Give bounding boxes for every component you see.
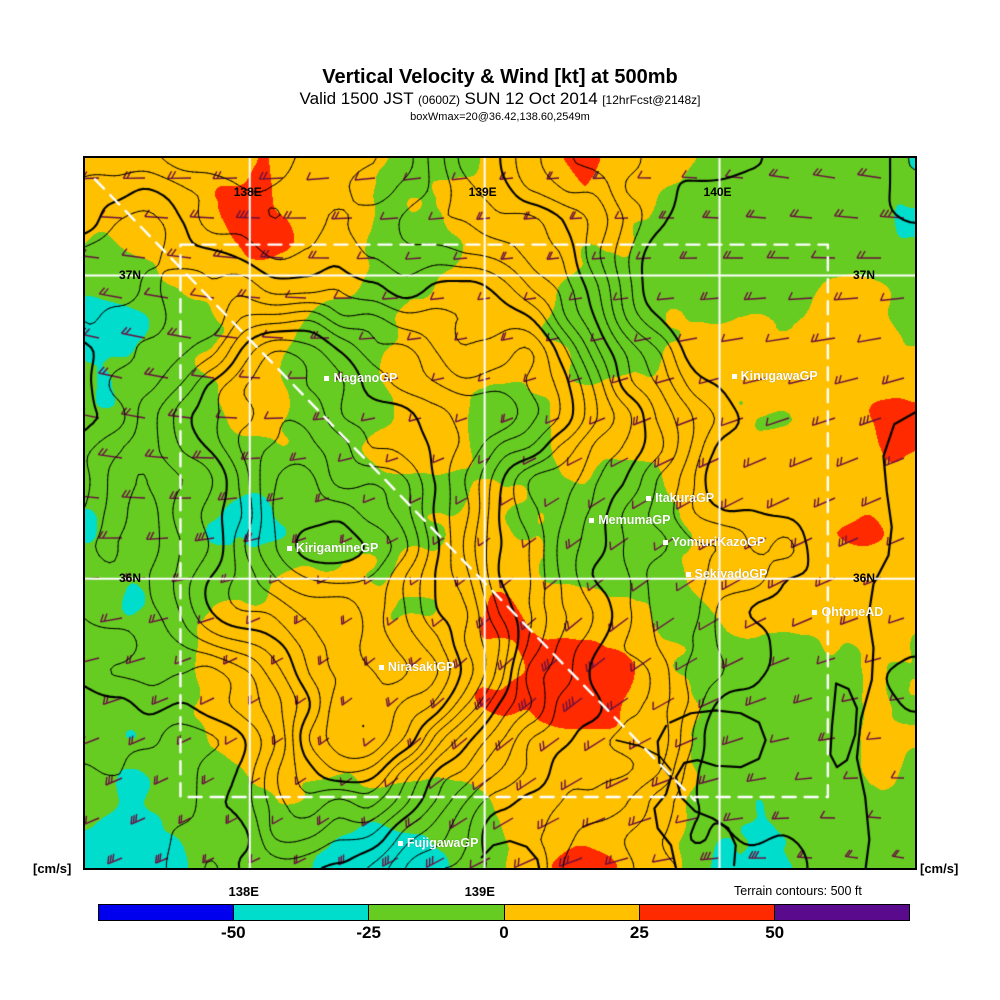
forecast-info-text: [12hrFcst@2148z]: [602, 93, 701, 107]
top-lon-label-140E: 140E: [703, 185, 732, 199]
station-label: YomiuriKazoGP: [671, 535, 766, 550]
station-marker-FujigawaGP[interactable]: FujigawaGP: [397, 835, 479, 850]
right-lat-label-36N: 36N: [853, 570, 876, 585]
station-label: FujigawaGP: [406, 835, 479, 850]
station-marker-NaganoGP[interactable]: NaganoGP: [324, 370, 398, 385]
left-lat-label-36N: 36N: [119, 570, 142, 585]
station-marker-KinugawaGP[interactable]: KinugawaGP: [731, 369, 818, 384]
station-dot-icon: [662, 540, 668, 546]
station-label: MemumaGP: [598, 512, 671, 527]
colorbar-tick--50: -50: [221, 923, 246, 942]
station-label: KinugawaGP: [740, 369, 818, 384]
terrain-contour-note: Terrain contours: 500 ft: [734, 884, 862, 898]
left-lat-label-37N: 37N: [119, 267, 142, 282]
station-label: SekiyadoGP: [694, 566, 768, 581]
station-dot-icon: [589, 517, 595, 523]
colorbar-segment-1: [233, 905, 369, 920]
station-label: KirigamineGP: [295, 540, 379, 555]
station-marker-KirigamineGP[interactable]: KirigamineGP: [286, 540, 379, 555]
station-dot-icon: [378, 665, 384, 671]
page-title: Vertical Velocity & Wind [kt] at 500mb: [322, 66, 678, 88]
units-label-left: [cm/s]: [33, 861, 72, 876]
units-label-right: [cm/s]: [920, 861, 959, 876]
station-marker-OhtoneAD[interactable]: OhtoneAD: [812, 604, 884, 619]
utc-time-text: (0600Z): [418, 93, 461, 107]
right-lat-label-37N: 37N: [853, 267, 876, 282]
colorbar[interactable]: [98, 904, 910, 921]
colorbar-tick-25: 25: [629, 923, 649, 942]
station-label: ItakuraGP: [655, 491, 715, 506]
top-lon-label-138E: 138E: [233, 185, 262, 199]
station-marker-ItakuraGP[interactable]: ItakuraGP: [646, 492, 714, 505]
subtitle: Valid 1500 JST (0600Z) SUN 12 Oct 2014 […: [0, 89, 1000, 110]
station-dot-icon: [731, 374, 737, 380]
colorbar-segment-4: [638, 905, 774, 920]
valid-time-text: Valid 1500 JST: [299, 89, 414, 108]
colorbar-tick-50: 50: [765, 923, 785, 942]
station-dot-icon: [812, 609, 818, 615]
colorbar-segment-5: [773, 905, 910, 920]
colorbar-tick-layer: -50 -25 0 25 50: [98, 923, 910, 947]
top-lon-label-139E: 139E: [468, 185, 497, 199]
bottom-axis-label-139E: 139E: [464, 884, 495, 899]
colorbar-tick--25: -25: [356, 923, 381, 942]
boxwmax-annotation: boxWmax=20@36.42,138.60,2549m: [410, 111, 590, 123]
station-marker-MemumaGP[interactable]: MemumaGP: [589, 512, 671, 527]
colorbar-tick-0: 0: [499, 923, 509, 942]
weather-map[interactable]: NaganoGP KirigamineGP NirasakiGP FujigawaGP…: [83, 156, 917, 870]
station-dot-icon: [646, 496, 652, 502]
station-label: NaganoGP: [333, 370, 398, 385]
station-marker-SekiyadoGP[interactable]: SekiyadoGP: [685, 566, 768, 581]
colorbar-segment-0: [99, 905, 234, 920]
station-dot-icon: [685, 571, 691, 577]
station-marker-NirasakiGP[interactable]: NirasakiGP: [378, 660, 455, 675]
station-dot-icon: [286, 545, 292, 551]
map-field-canvas: [85, 158, 915, 868]
colorbar-segment-2: [368, 905, 504, 920]
station-dot-icon: [324, 375, 330, 381]
station-marker-YomiuriKazoGP[interactable]: YomiuriKazoGP: [662, 535, 766, 550]
bottom-axis-label-138E: 138E: [228, 884, 259, 899]
colorbar-segment-3: [503, 905, 639, 920]
station-label: NirasakiGP: [387, 660, 455, 675]
valid-date-text: SUN 12 Oct 2014: [464, 89, 598, 108]
title-block: Vertical Velocity & Wind [kt] at 500mb V…: [0, 66, 1000, 124]
station-dot-icon: [397, 840, 403, 846]
station-label: OhtoneAD: [821, 604, 884, 619]
